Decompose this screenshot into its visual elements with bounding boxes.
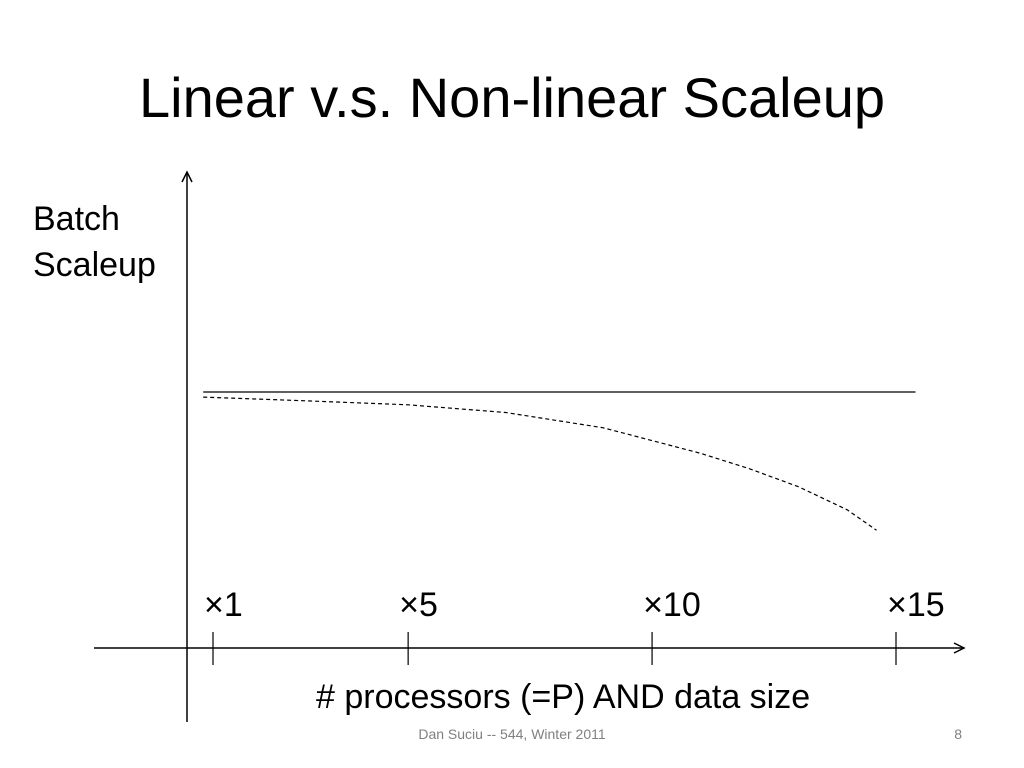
y-axis-arrowhead [181, 170, 193, 183]
x-tick-labels: ×1 ×5 ×10 ×15 [204, 586, 945, 624]
x-tick-label: ×10 [643, 586, 701, 624]
slide-footer: Dan Suciu -- 544, Winter 2011 [418, 726, 606, 742]
x-axis-arrowhead [953, 642, 966, 654]
x-tick-marks [212, 632, 897, 665]
page-number: 8 [954, 726, 962, 742]
series-lines [203, 391, 916, 531]
x-tick-label: ×1 [204, 586, 243, 624]
x-tick-label: ×15 [887, 586, 945, 624]
x-axis-label: # processors (=P) AND data size [316, 678, 811, 716]
slide-title: Linear v.s. Non-linear Scaleup [138, 66, 886, 129]
y-axis-label-line-2: Scaleup [33, 246, 156, 284]
axes [94, 170, 966, 722]
x-tick-label: ×5 [399, 586, 438, 624]
nonlinear-scaleup-line [203, 396, 877, 531]
y-axis-label: Batch Scaleup [33, 196, 156, 288]
y-axis-label-line-1: Batch [33, 200, 120, 238]
